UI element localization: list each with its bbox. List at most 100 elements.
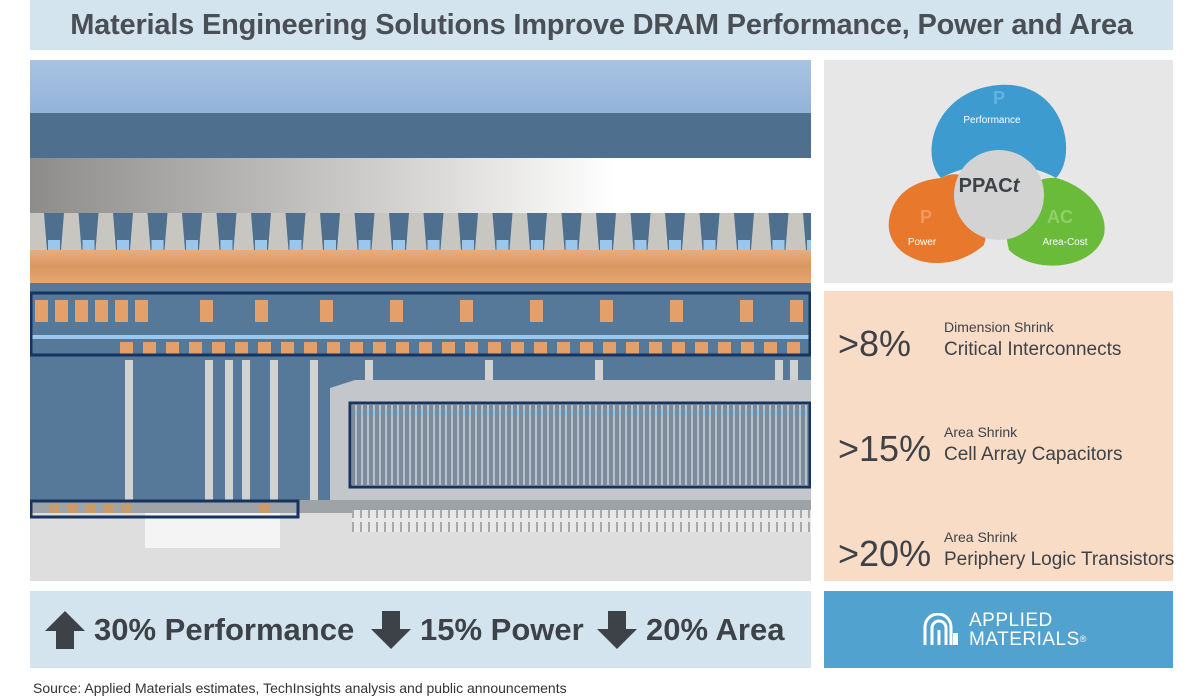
copper-pad — [35, 300, 48, 322]
stat-target: Periphery Logic Transistors — [944, 549, 1175, 570]
performance-segment — [931, 84, 1067, 178]
arrow-down-icon — [597, 610, 637, 649]
ppact-center-label: PPACt — [959, 175, 1021, 197]
metric-area: 20% Area — [596, 591, 784, 668]
area-cost-label: Area-Cost — [1042, 237, 1087, 248]
copper-pad — [787, 342, 800, 356]
copper-pad — [55, 300, 68, 322]
metric-power: 15% Power — [370, 591, 584, 668]
copper-pad — [695, 342, 708, 356]
power-letter: P — [920, 207, 932, 227]
stat-critical-interconnects: >8% Dimension Shrink Critical Interconne… — [824, 301, 1173, 381]
copper-pad — [764, 342, 777, 356]
registered-mark: ® — [1079, 634, 1087, 644]
title-bar: Materials Engineering Solutions Improve … — [30, 0, 1173, 50]
applied-materials-logo-icon — [923, 613, 958, 645]
stat-kind: Dimension Shrink — [944, 319, 1054, 335]
stat-target: Critical Interconnects — [944, 339, 1122, 360]
via-liner — [289, 240, 302, 250]
contact-post — [225, 360, 233, 500]
contact-post — [205, 360, 213, 500]
copper-pad — [350, 342, 363, 356]
copper-pad — [672, 342, 685, 356]
via-liner — [427, 240, 440, 250]
via-liner — [220, 240, 233, 250]
via-liner — [324, 240, 336, 250]
copper-pad — [212, 342, 225, 356]
periphery-pad — [104, 504, 114, 513]
via-liner — [772, 240, 785, 250]
metal-band — [30, 158, 811, 213]
copper-pad — [740, 300, 753, 322]
upper-metal-layer — [30, 113, 811, 158]
copper-pad — [741, 342, 754, 356]
copper-pad — [603, 342, 616, 356]
periphery-pad — [68, 504, 78, 513]
metric-performance: 30% Performance — [44, 591, 354, 668]
via-liner — [393, 240, 405, 250]
copper-pad — [600, 300, 613, 322]
periphery-pad — [50, 504, 60, 513]
applied-materials-logo: APPLIED MATERIALS® — [824, 591, 1173, 668]
transistor-fins — [352, 510, 811, 532]
stat-kind: Area Shrink — [944, 424, 1018, 440]
copper-pad — [390, 300, 403, 322]
stat-periphery-logic-transistors: >20% Area Shrink Periphery Logic Transis… — [824, 511, 1175, 591]
periphery-contacts — [50, 504, 270, 513]
copper-pad — [419, 342, 432, 356]
via-liner — [462, 240, 474, 250]
area-cost-letter: AC — [1047, 207, 1073, 227]
copper-contacts-lower — [120, 342, 800, 356]
ppact-diagram: P Performance PPACt P Power AC Area-Cost — [888, 84, 1105, 266]
power-label: Power — [908, 237, 937, 248]
copper-pad — [320, 300, 333, 322]
copper-pad — [718, 342, 731, 356]
logo-line2: MATERIALS — [969, 629, 1080, 650]
copper-pad — [135, 300, 148, 322]
copper-interconnect-layer — [30, 250, 811, 283]
stat-percent: >8% — [838, 323, 912, 364]
stat-target: Cell Array Capacitors — [944, 444, 1123, 465]
periphery-logic-highlight — [30, 499, 300, 519]
copper-pad — [649, 342, 662, 356]
copper-pad — [75, 300, 88, 322]
via-slots — [44, 213, 811, 250]
stat-cell-array-capacitors: >15% Area Shrink Cell Array Capacitors — [824, 406, 1173, 486]
copper-pad — [120, 342, 133, 356]
copper-pad — [235, 342, 248, 356]
logo-wordmark: APPLIED MATERIALS® — [969, 611, 1087, 649]
periphery-strip — [30, 500, 811, 513]
via-liner — [358, 240, 371, 250]
page-title: Materials Engineering Solutions Improve … — [70, 8, 1133, 41]
critical-interconnects-highlight — [30, 291, 811, 357]
ppact-panel: P Performance PPACt P Power AC Area-Cost — [824, 60, 1173, 283]
copper-pad — [442, 342, 455, 356]
dram-cross-section — [30, 60, 811, 581]
copper-contacts-upper — [35, 300, 803, 322]
via-layer — [30, 213, 811, 250]
via-liner — [48, 240, 60, 250]
cell-array-capacitors — [352, 405, 811, 485]
via-liner — [600, 240, 612, 250]
copper-pad — [488, 342, 501, 356]
copper-pad — [143, 342, 156, 356]
copper-pad — [255, 300, 268, 322]
via-liner — [565, 240, 578, 250]
copper-pad — [166, 342, 179, 356]
via-liner — [496, 240, 509, 250]
via-liner — [634, 240, 647, 250]
copper-pad — [511, 342, 524, 356]
copper-pad — [465, 342, 478, 356]
via-liner — [117, 240, 129, 250]
ppact-center-text: PPAC — [959, 175, 1013, 197]
metric-text: 15% Power — [420, 611, 584, 647]
metric-text: 20% Area — [646, 611, 785, 647]
periphery-pad — [86, 504, 96, 513]
copper-pad — [200, 300, 213, 322]
logo-line1: APPLIED — [969, 610, 1053, 631]
performance-letter: P — [993, 88, 1005, 108]
via-liner — [738, 240, 750, 250]
copper-pad — [327, 342, 340, 356]
copper-pad — [189, 342, 202, 356]
copper-pad — [115, 300, 128, 322]
